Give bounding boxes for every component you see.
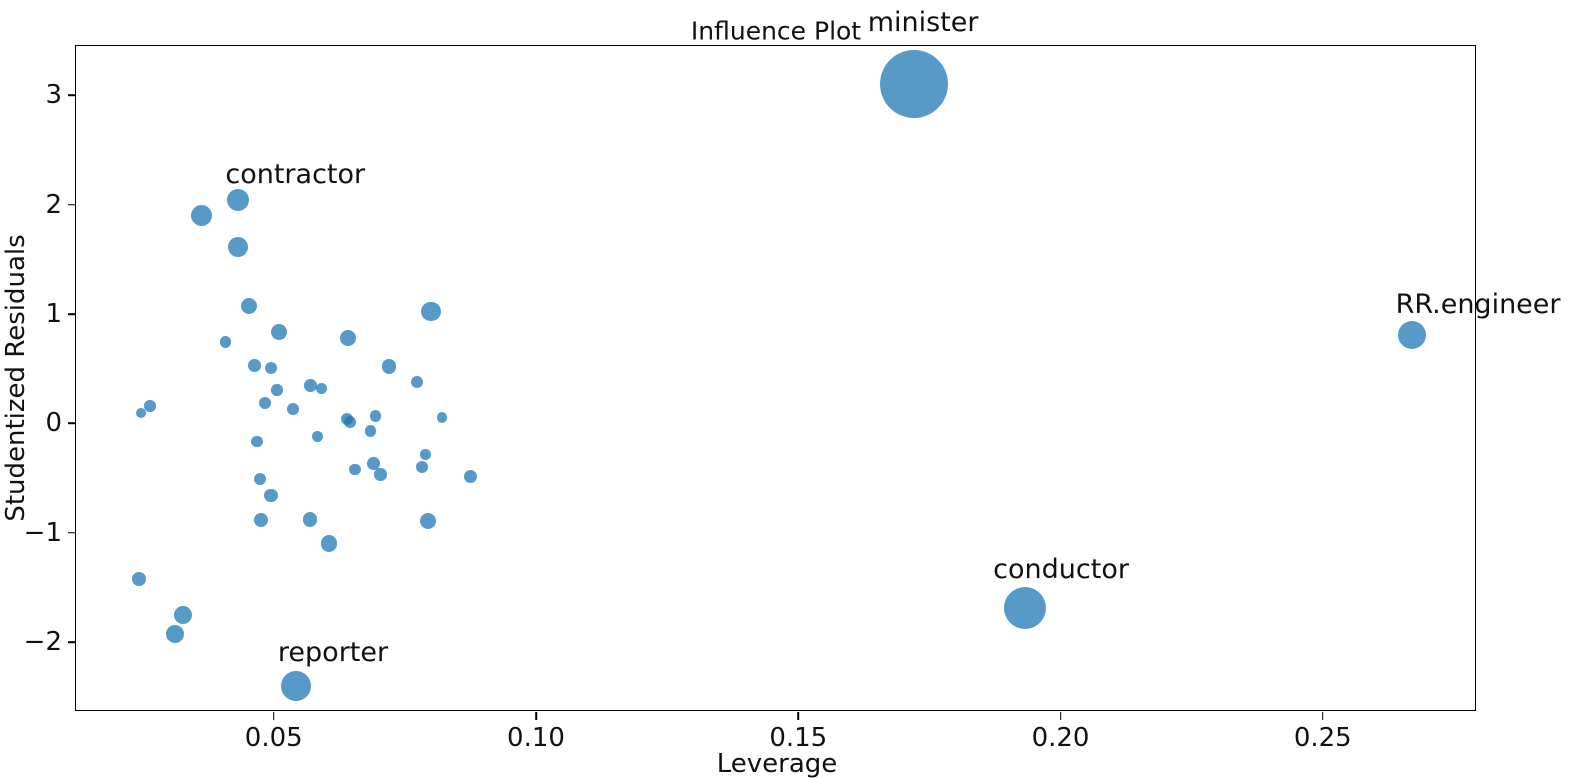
bubble <box>191 204 213 226</box>
bubble <box>415 460 428 473</box>
y-tick-label: 0 <box>45 408 62 439</box>
y-tick-label: −1 <box>23 517 62 548</box>
y-tick-mark <box>68 94 76 97</box>
bubble <box>259 396 272 409</box>
point-label-minister: minister <box>867 7 979 39</box>
y-tick-mark <box>68 641 76 643</box>
bubble <box>248 359 261 372</box>
bubble <box>339 329 356 346</box>
bubble <box>315 382 328 395</box>
x-tick-label: 0.25 <box>1293 723 1352 753</box>
bubble-contractor <box>226 188 249 211</box>
bubble <box>254 513 269 528</box>
bubble <box>165 624 185 644</box>
bubble <box>174 606 192 625</box>
x-tick-label: 0.10 <box>507 723 565 753</box>
bubble-RR.engineer <box>1398 320 1427 349</box>
point-label-RR-engineer: RR.engineer <box>1395 289 1561 321</box>
x-tick-mark <box>1321 712 1324 720</box>
x-tick-label: 0.15 <box>769 723 828 753</box>
x-tick-mark <box>535 712 537 720</box>
bubble <box>421 302 441 322</box>
x-tick-mark <box>1059 712 1062 720</box>
bubble <box>240 297 257 314</box>
y-tick-mark <box>68 422 76 425</box>
bubble <box>349 463 361 476</box>
y-tick-mark <box>68 203 76 206</box>
bubble <box>311 430 323 443</box>
bubble <box>364 425 376 437</box>
bubble <box>304 379 317 393</box>
bubble <box>463 469 478 484</box>
bubble <box>144 400 156 412</box>
chart-title: Influence Plot <box>690 16 862 46</box>
bubble <box>320 535 338 552</box>
bubble-minister <box>879 50 948 119</box>
bubble <box>135 407 147 419</box>
x-tick-mark <box>272 712 275 720</box>
y-tick-label: −2 <box>23 626 62 657</box>
bubble <box>131 571 146 586</box>
bubble-reporter <box>281 670 312 701</box>
bubble-conductor <box>1003 587 1046 630</box>
bubble <box>271 384 283 396</box>
y-tick-label: 2 <box>45 189 62 220</box>
bubble <box>344 416 357 428</box>
bubble <box>302 511 318 527</box>
y-tick-label: 1 <box>45 299 62 330</box>
bubble <box>419 512 436 529</box>
bubble <box>264 488 278 503</box>
bubble <box>436 412 448 423</box>
bubble <box>227 237 248 257</box>
bubble <box>381 358 397 374</box>
bubble <box>286 403 299 416</box>
x-tick-label: 0.20 <box>1031 723 1090 753</box>
y-tick-mark <box>68 531 76 534</box>
y-tick-label: 3 <box>45 80 62 111</box>
bubble <box>420 449 431 460</box>
x-axis-label: Leverage <box>716 749 838 778</box>
x-tick-mark <box>797 712 800 720</box>
point-label-conductor: conductor <box>993 553 1129 585</box>
point-label-reporter: reporter <box>277 637 389 669</box>
bubble <box>411 376 424 389</box>
y-tick-mark <box>68 313 76 315</box>
plot-area: minister contractor reporter conductor RR.en… <box>24 8 1561 753</box>
bubble <box>251 435 263 448</box>
bubble <box>219 336 232 348</box>
y-axis-label: Studentized Residuals <box>1 234 31 522</box>
bubble <box>367 457 380 470</box>
bubble <box>374 468 388 481</box>
point-label-contractor: contractor <box>225 159 366 191</box>
x-tick-label: 0.05 <box>244 723 303 753</box>
bubble <box>270 323 287 340</box>
bubble <box>253 472 266 485</box>
bubble <box>369 410 382 422</box>
bubble <box>264 361 277 374</box>
